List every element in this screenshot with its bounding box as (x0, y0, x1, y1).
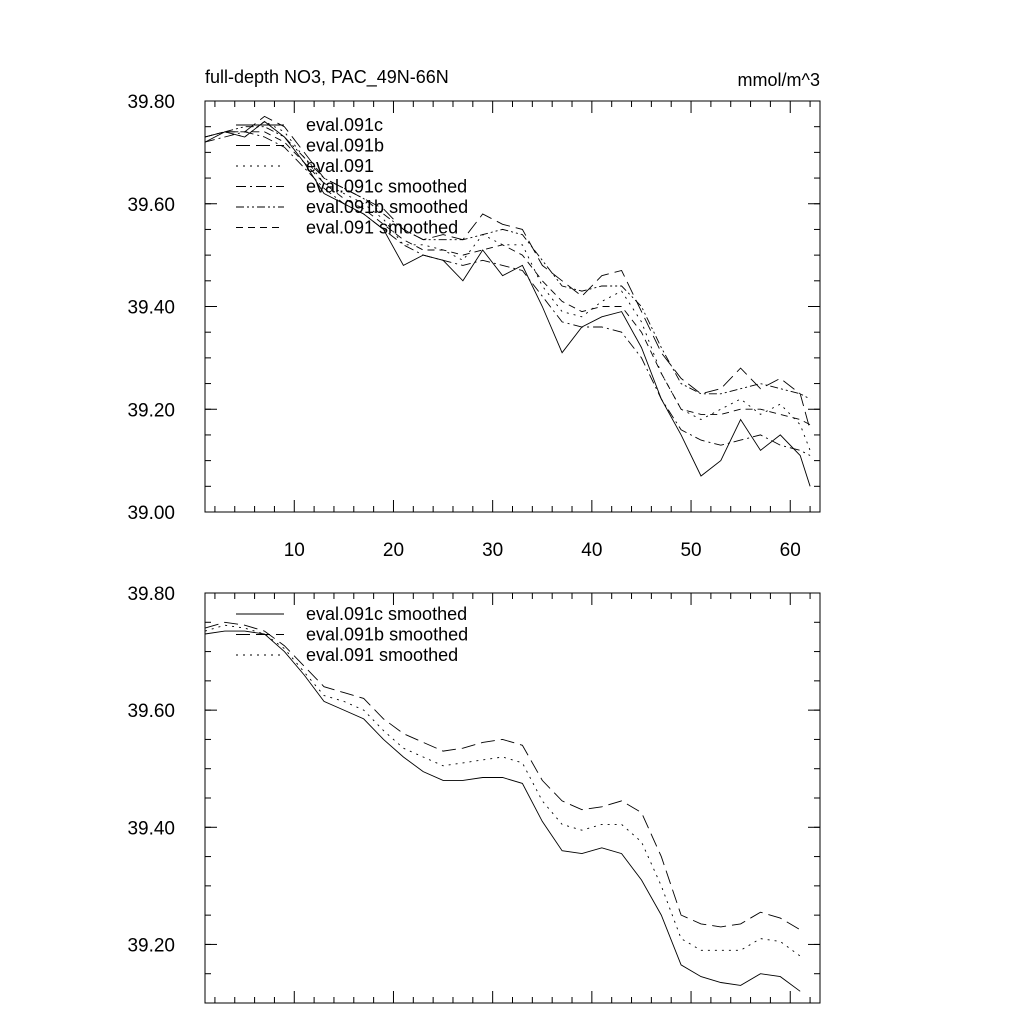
bottom-plot-frame (204, 592, 821, 1004)
legend-label: eval.091c smoothed (306, 604, 467, 624)
y-tick-label: 39.60 (127, 195, 175, 216)
series-line-eval-091b-smoothed (204, 126, 811, 400)
bottom-series-group (204, 621, 801, 992)
series-line-eval-091b-smoothed (204, 621, 801, 931)
top-units-label: mmol/m^3 (738, 70, 820, 90)
y-tick-label: 39.40 (127, 818, 175, 839)
series-line-eval-091c (204, 120, 811, 487)
top-panel: full-depth NO3, PAC_49N-66N mmol/m^3 39.… (127, 67, 821, 561)
legend-label: eval.091c smoothed (306, 177, 467, 197)
y-tick-label: 39.20 (127, 400, 175, 421)
top-chart-title: full-depth NO3, PAC_49N-66N (205, 67, 449, 88)
legend-label: eval.091 (306, 156, 374, 176)
y-tick-label: 39.80 (127, 584, 175, 605)
legend-label: eval.091c (306, 115, 383, 135)
legend-label: eval.091 smoothed (306, 218, 458, 238)
series-line-eval-091b (204, 115, 811, 430)
top-ticks: 39.00 39.20 39.40 39.60 39.80 10 20 30 40 50 60 (127, 92, 820, 561)
x-tick-label: 50 (680, 540, 701, 561)
series-line-eval-091 (204, 120, 811, 451)
top-series-group (204, 115, 811, 487)
y-tick-label: 39.80 (127, 92, 175, 113)
x-tick-label: 20 (383, 540, 404, 561)
x-tick-label: 40 (581, 540, 602, 561)
top-plot-frame (204, 100, 821, 513)
x-tick-label: 10 (284, 540, 305, 561)
legend-label: eval.091b smoothed (306, 197, 468, 217)
legend-label: eval.091b smoothed (306, 625, 468, 645)
y-tick-label: 39.20 (127, 935, 175, 956)
y-tick-label: 39.00 (127, 503, 175, 524)
y-tick-label: 39.60 (127, 701, 175, 722)
series-line-eval-091-smoothed (204, 131, 811, 426)
series-line-eval-091c-smoothed (204, 131, 811, 456)
legend-label: eval.091b (306, 136, 384, 156)
legend-label: eval.091 smoothed (306, 645, 458, 665)
series-line-eval-091-smoothed (204, 624, 801, 957)
series-line-eval-091c-smoothed (204, 630, 801, 992)
bottom-ticks: 39.20 39.40 39.60 39.80 (127, 584, 820, 1004)
x-tick-label: 60 (780, 540, 801, 561)
y-tick-label: 39.40 (127, 298, 175, 319)
x-tick-label: 30 (482, 540, 503, 561)
